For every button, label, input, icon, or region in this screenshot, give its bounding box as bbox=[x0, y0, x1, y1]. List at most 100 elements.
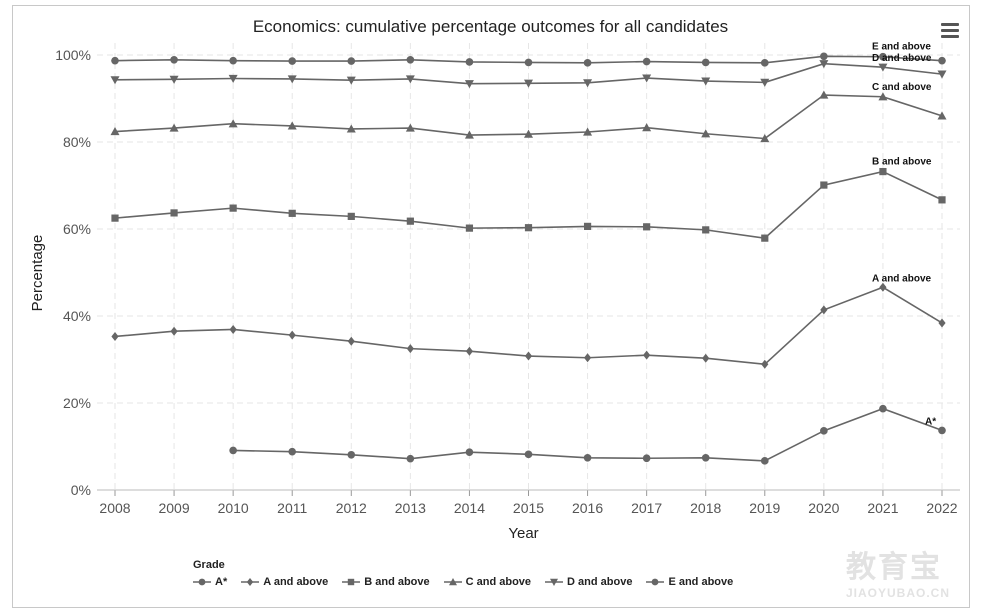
point-astar bbox=[760, 457, 769, 465]
x-tick-label: 2009 bbox=[158, 500, 189, 516]
point-b-and-above bbox=[465, 224, 474, 232]
point-a-and-above bbox=[761, 359, 769, 369]
point-astar bbox=[288, 447, 297, 456]
legend-label: E and above bbox=[668, 576, 734, 588]
point-d-and-above bbox=[819, 60, 829, 69]
point-d-and-above bbox=[642, 74, 652, 83]
point-d-and-above bbox=[228, 74, 238, 83]
point-d-and-above bbox=[169, 75, 179, 84]
point-a-and-above bbox=[879, 282, 887, 292]
point-a-and-above bbox=[347, 336, 355, 346]
x-tick-label: 2016 bbox=[572, 500, 603, 516]
x-tick-label: 2021 bbox=[867, 500, 898, 516]
x-tick-label: 2015 bbox=[513, 500, 544, 516]
x-tick-label: 2012 bbox=[336, 500, 367, 516]
point-d-and-above bbox=[464, 80, 474, 89]
x-tick-label: 2008 bbox=[99, 500, 130, 516]
legend-item-a-and-above[interactable]: A and above bbox=[241, 576, 328, 588]
series-e-and-above bbox=[111, 52, 946, 67]
legend-item-d-and-above[interactable]: D and above bbox=[545, 576, 632, 588]
point-e-and-above bbox=[938, 56, 946, 65]
point-a-and-above bbox=[288, 330, 296, 340]
point-e-and-above bbox=[701, 58, 710, 67]
watermark: 教育宝 JIAOYUBAO.CN bbox=[846, 542, 950, 600]
point-c-and-above bbox=[937, 111, 947, 120]
point-b-and-above bbox=[879, 167, 887, 176]
x-tick-label: 2013 bbox=[395, 500, 426, 516]
point-b-and-above bbox=[347, 212, 355, 220]
point-astar bbox=[701, 453, 710, 462]
point-e-and-above bbox=[760, 59, 769, 67]
watermark-logo-text: 教育宝 bbox=[846, 550, 942, 585]
legend-symbol-d-and-above bbox=[545, 578, 564, 586]
legend-item-astar[interactable]: A* bbox=[193, 576, 227, 588]
point-c-and-above bbox=[701, 129, 711, 138]
point-astar bbox=[583, 453, 592, 462]
point-b-and-above bbox=[583, 222, 592, 230]
end-label-a-and-above: A and above bbox=[872, 273, 932, 284]
point-c-and-above bbox=[524, 129, 533, 138]
series-astar bbox=[229, 404, 946, 465]
legend-symbol-b-and-above bbox=[342, 578, 361, 586]
point-d-and-above bbox=[405, 75, 415, 84]
chart-menu-icon[interactable] bbox=[941, 23, 959, 39]
point-d-and-above bbox=[937, 70, 947, 79]
chart-legend: Grade A* A and above B and above C and abov… bbox=[193, 559, 733, 588]
point-c-and-above bbox=[583, 127, 593, 136]
end-label-b-and-above: B and above bbox=[872, 157, 932, 168]
point-d-and-above bbox=[760, 78, 770, 87]
legend-item-b-and-above[interactable]: B and above bbox=[342, 576, 430, 588]
x-tick-label: 2011 bbox=[277, 500, 307, 516]
point-d-and-above bbox=[524, 79, 533, 88]
point-astar bbox=[642, 454, 651, 463]
point-b-and-above bbox=[938, 196, 946, 204]
point-astar bbox=[229, 446, 237, 455]
point-c-and-above bbox=[287, 121, 297, 130]
x-axis-label: Year bbox=[508, 525, 538, 542]
point-a-and-above bbox=[465, 346, 474, 356]
point-d-and-above bbox=[878, 63, 888, 72]
point-d-and-above bbox=[287, 75, 297, 84]
point-d-and-above bbox=[346, 76, 356, 85]
y-tick-label: 40% bbox=[63, 308, 91, 324]
watermark-domain: JIAOYUBAO.CN bbox=[846, 586, 951, 600]
point-e-and-above bbox=[288, 57, 297, 65]
legend-item-e-and-above[interactable]: E and above bbox=[646, 576, 733, 588]
x-tick-label: 2019 bbox=[749, 500, 780, 516]
point-c-and-above bbox=[642, 123, 652, 132]
legend-symbol-c-and-above bbox=[443, 578, 462, 586]
end-label-astar: A* bbox=[925, 416, 936, 427]
point-b-and-above bbox=[229, 204, 237, 212]
x-tick-label: 2022 bbox=[926, 500, 957, 516]
legend-marker bbox=[198, 578, 206, 586]
point-c-and-above bbox=[228, 119, 238, 128]
point-b-and-above bbox=[288, 209, 296, 217]
point-a-and-above bbox=[524, 351, 533, 361]
point-c-and-above bbox=[760, 134, 770, 143]
y-tick-label: 60% bbox=[63, 221, 91, 237]
point-b-and-above bbox=[820, 181, 828, 189]
legend-label: A* bbox=[215, 576, 228, 588]
point-a-and-above bbox=[643, 350, 651, 360]
series-b-and-above bbox=[111, 167, 946, 242]
legend-label: D and above bbox=[567, 576, 633, 588]
point-a-and-above bbox=[111, 331, 119, 341]
point-c-and-above bbox=[346, 124, 356, 133]
legend-symbol-a-and-above bbox=[241, 578, 260, 586]
point-b-and-above bbox=[702, 226, 710, 234]
y-tick-label: 80% bbox=[63, 134, 91, 150]
legend-marker bbox=[247, 578, 254, 586]
x-tick-label: 2010 bbox=[218, 500, 249, 516]
point-d-and-above bbox=[583, 79, 593, 88]
legend-marker bbox=[550, 578, 559, 586]
point-b-and-above bbox=[524, 224, 533, 232]
point-b-and-above bbox=[643, 223, 651, 231]
legend-item-c-and-above[interactable]: C and above bbox=[443, 576, 531, 588]
point-astar bbox=[879, 404, 887, 413]
point-c-and-above bbox=[878, 92, 888, 101]
point-e-and-above bbox=[229, 56, 237, 65]
point-b-and-above bbox=[761, 234, 769, 242]
point-e-and-above bbox=[524, 58, 533, 67]
legend-symbol-e-and-above bbox=[646, 578, 665, 586]
